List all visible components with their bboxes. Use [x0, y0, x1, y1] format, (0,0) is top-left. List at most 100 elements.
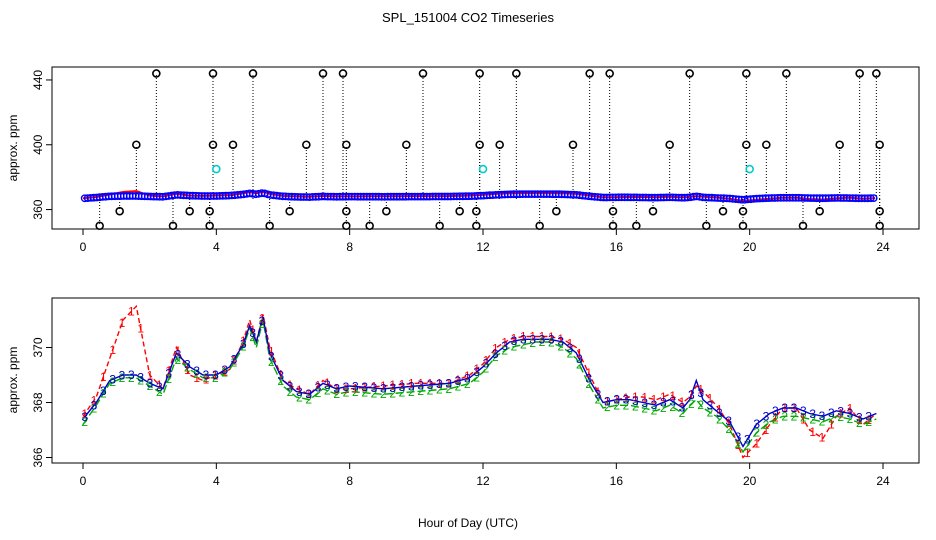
series-2-marker: 2	[193, 367, 200, 381]
series-1-marker: 1	[632, 390, 639, 404]
series-2-marker: 2	[660, 401, 667, 415]
series-1-marker: 1	[613, 393, 620, 407]
series-3-marker: 3	[847, 407, 854, 421]
top-spikes-mid-point	[208, 140, 218, 150]
top-dips-mid-point	[875, 206, 884, 216]
series-2-marker: 2	[585, 377, 592, 391]
series-2-marker: 2	[819, 415, 826, 429]
series-1-marker: 1	[427, 376, 434, 390]
series-1-marker: 1	[651, 392, 658, 406]
series-2-marker: 2	[268, 355, 275, 369]
bottom-y-tick-label: 368	[31, 392, 45, 412]
series-2-marker: 2	[119, 371, 126, 385]
top-dips-low-point	[265, 221, 274, 231]
series-3-marker: 3	[651, 398, 658, 412]
series-1-marker: 1	[576, 347, 583, 361]
top-x-tick-label: 20	[743, 240, 757, 254]
top-dips-mid-point	[738, 206, 748, 216]
series-1-marker: 1	[231, 354, 238, 368]
series-2-marker: 2	[809, 413, 816, 427]
series-3-marker: 3	[763, 410, 770, 424]
top-fit-line	[82, 190, 876, 202]
series-1-marker: 1	[492, 342, 499, 356]
series-2-marker: 2	[277, 374, 284, 388]
series-2-marker: 2	[240, 340, 247, 354]
top-dips-low-point	[608, 221, 618, 231]
top-spikes-high-point	[248, 69, 258, 78]
series-1-marker: 1	[716, 403, 723, 417]
series-3-marker: 3	[567, 341, 574, 355]
bottom-x-tick-label: 4	[213, 474, 220, 488]
series-3-marker: 3	[735, 430, 742, 444]
series-1-marker: 1	[856, 413, 863, 427]
series-3-marker: 3	[445, 376, 452, 390]
top-flagged-point	[212, 164, 221, 174]
series-2-marker: 2	[753, 426, 760, 440]
series-1-marker: 1	[389, 378, 396, 392]
top-average-point	[866, 194, 875, 203]
series-3-marker: 3	[399, 380, 406, 394]
series-3-marker: 3	[529, 332, 536, 346]
series-3-marker: 3	[688, 388, 695, 402]
top-dips-mid-point	[382, 206, 391, 216]
series-1-marker: 1	[557, 332, 564, 346]
series-2-marker: 2	[688, 397, 695, 411]
series-3-marker: 3	[539, 332, 546, 346]
top-dips-low-point	[875, 221, 884, 231]
series-1-marker: 1	[109, 343, 116, 357]
top-y-tick-label: 360	[31, 199, 45, 219]
series-2-marker: 2	[100, 387, 107, 401]
series-1-marker: 1	[511, 331, 518, 345]
series-2-marker: 2	[697, 398, 704, 412]
series-3-marker: 3	[175, 348, 182, 362]
top-spikes-mid-point	[875, 140, 884, 150]
top-spikes-mid-point	[228, 140, 238, 150]
series-2-marker: 2	[604, 400, 611, 414]
top-x-tick-label: 0	[80, 240, 87, 254]
series-3-marker: 3	[165, 367, 172, 381]
series-2-marker: 2	[763, 418, 770, 432]
series-3-marker: 3	[623, 393, 630, 407]
series-3-marker: 3	[772, 404, 779, 418]
series-1-marker: 1	[847, 401, 854, 415]
series-3-marker: 3	[828, 406, 835, 420]
series-1-marker: 1	[324, 376, 331, 390]
series-1-marker: 1	[203, 372, 210, 386]
series-3-marker: 3	[240, 337, 247, 351]
series-3-marker: 3	[697, 386, 704, 400]
series-3-marker: 3	[156, 380, 163, 394]
series-1-marker: 1	[287, 378, 294, 392]
series-2-marker: 2	[828, 411, 835, 425]
series-2-marker: 2	[548, 336, 555, 350]
series-2-marker: 2	[856, 416, 863, 430]
series-1-marker: 1	[399, 377, 406, 391]
series-2-marker: 2	[511, 340, 518, 354]
top-dips-low-point	[702, 221, 711, 231]
bottom-x-tick-label: 24	[876, 474, 890, 488]
series-2-marker: 2	[231, 355, 238, 369]
top-spikes-high-point	[152, 69, 161, 78]
series-2-marker: 2	[483, 362, 490, 376]
series-3-marker: 3	[91, 398, 98, 412]
series-2-marker: 2	[557, 340, 564, 354]
series-1-marker: 1	[707, 392, 714, 406]
series-1-marker: 1	[296, 383, 303, 397]
series-3-marker: 3	[716, 406, 723, 420]
top-spikes-high-point	[872, 69, 881, 78]
series-1-marker: 1	[623, 391, 630, 405]
series-2-marker: 2	[165, 372, 172, 386]
bottom-x-tick-label: 8	[346, 474, 353, 488]
series-1-marker: 1	[445, 376, 452, 390]
top-spikes-high-point	[685, 69, 694, 78]
top-spikes-high-point	[418, 69, 428, 78]
series-1-line	[82, 304, 877, 459]
series-2-marker: 2	[445, 382, 452, 396]
series-2-marker: 2	[137, 373, 144, 387]
top-spikes-mid-point	[132, 140, 141, 150]
series-3-marker: 3	[744, 432, 751, 446]
series-1-marker: 1	[473, 362, 480, 376]
series-2-marker: 2	[837, 410, 844, 424]
series-3-marker: 3	[296, 385, 303, 399]
series-1-marker: 1	[539, 330, 546, 344]
